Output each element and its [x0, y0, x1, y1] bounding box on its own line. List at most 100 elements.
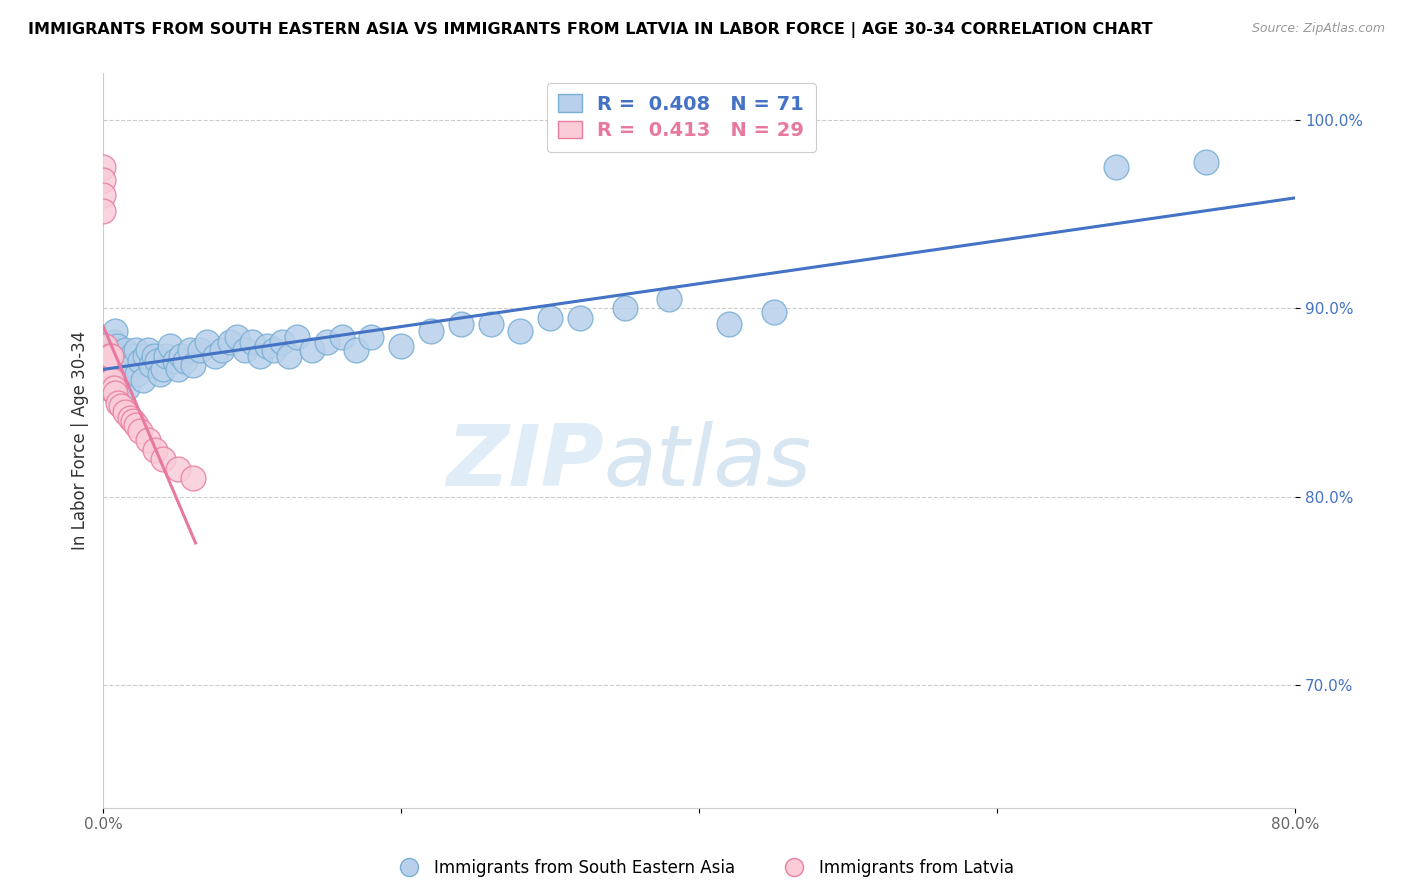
Text: atlas: atlas: [603, 421, 811, 504]
Point: [91, 203, 114, 218]
Point: [101, 373, 124, 387]
Point: [91, 160, 114, 174]
Point: [100, 358, 122, 372]
Point: [136, 343, 159, 357]
Point: [226, 329, 249, 343]
Text: Source: ZipAtlas.com: Source: ZipAtlas.com: [1251, 22, 1385, 36]
Point: [100, 349, 122, 363]
Point: [568, 310, 591, 325]
Point: [118, 361, 141, 376]
Point: [249, 349, 271, 363]
Point: [152, 452, 174, 467]
Point: [197, 335, 219, 350]
Point: [301, 343, 323, 357]
Point: [98, 381, 121, 395]
Point: [159, 339, 181, 353]
Point: [114, 405, 136, 419]
Point: [91, 173, 114, 187]
Point: [94, 354, 117, 368]
Point: [132, 373, 155, 387]
Point: [104, 324, 127, 338]
Point: [125, 418, 148, 433]
Point: [105, 339, 128, 353]
Point: [127, 368, 149, 382]
Point: [94, 373, 117, 387]
Point: [114, 343, 136, 357]
Point: [91, 188, 114, 202]
Point: [122, 358, 145, 372]
Point: [330, 329, 353, 343]
Point: [1105, 160, 1128, 174]
Point: [129, 424, 152, 438]
Point: [166, 461, 188, 475]
Point: [93, 358, 115, 372]
Point: [112, 354, 135, 368]
Point: [658, 292, 681, 306]
Point: [93, 339, 115, 353]
Point: [103, 381, 125, 395]
Point: [163, 354, 186, 368]
Point: [181, 358, 204, 372]
Point: [762, 305, 785, 319]
Point: [218, 335, 240, 350]
Point: [271, 335, 294, 350]
Point: [98, 373, 121, 387]
Point: [181, 471, 204, 485]
Point: [263, 343, 285, 357]
Point: [360, 329, 382, 343]
Point: [315, 335, 337, 350]
Point: [256, 339, 278, 353]
Point: [179, 343, 201, 357]
Point: [169, 349, 191, 363]
Point: [278, 349, 301, 363]
Point: [97, 349, 120, 363]
Point: [346, 343, 368, 357]
Legend: Immigrants from South Eastern Asia, Immigrants from Latvia: Immigrants from South Eastern Asia, Immi…: [385, 853, 1021, 884]
Point: [389, 339, 412, 353]
Point: [717, 317, 740, 331]
Text: ZIP: ZIP: [446, 421, 603, 504]
Legend: R =  0.408   N = 71, R =  0.413   N = 29: R = 0.408 N = 71, R = 0.413 N = 29: [547, 83, 815, 152]
Point: [110, 349, 132, 363]
Point: [115, 381, 138, 395]
Point: [97, 368, 120, 382]
Point: [450, 317, 472, 331]
Point: [509, 324, 531, 338]
Point: [136, 434, 159, 448]
Point: [120, 349, 142, 363]
Point: [211, 343, 233, 357]
Point: [143, 442, 166, 457]
Point: [166, 361, 188, 376]
Point: [129, 354, 152, 368]
Point: [118, 410, 141, 425]
Text: IMMIGRANTS FROM SOUTH EASTERN ASIA VS IMMIGRANTS FROM LATVIA IN LABOR FORCE | AG: IMMIGRANTS FROM SOUTH EASTERN ASIA VS IM…: [28, 22, 1153, 38]
Point: [107, 373, 129, 387]
Point: [139, 358, 162, 372]
Point: [204, 349, 226, 363]
Point: [233, 343, 256, 357]
Point: [1195, 154, 1218, 169]
Point: [122, 415, 145, 429]
Point: [125, 343, 148, 357]
Point: [103, 335, 125, 350]
Point: [538, 310, 561, 325]
Point: [107, 358, 129, 372]
Point: [479, 317, 502, 331]
Point: [103, 354, 125, 368]
Point: [98, 349, 121, 363]
Point: [188, 343, 211, 357]
Point: [97, 381, 120, 395]
Point: [101, 343, 124, 357]
Point: [100, 381, 122, 395]
Point: [285, 329, 308, 343]
Point: [111, 368, 134, 382]
Point: [152, 361, 174, 376]
Point: [104, 386, 127, 401]
Point: [134, 349, 156, 363]
Point: [149, 368, 172, 382]
Point: [613, 301, 636, 316]
Point: [240, 335, 263, 350]
Point: [142, 349, 165, 363]
Point: [146, 354, 169, 368]
Point: [419, 324, 441, 338]
